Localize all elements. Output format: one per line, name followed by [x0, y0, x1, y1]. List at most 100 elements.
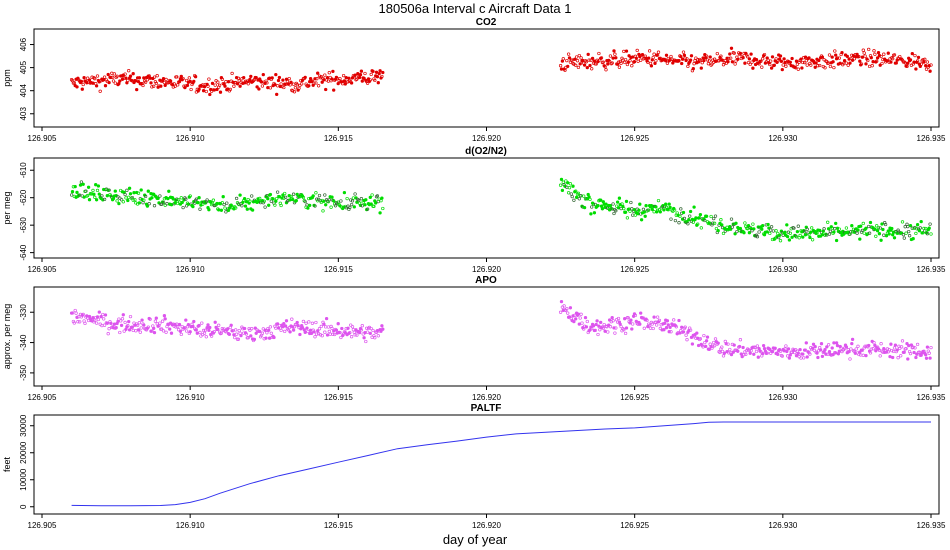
co2-data-point	[630, 64, 634, 68]
apo-data-point	[70, 311, 75, 315]
apo-data-point	[707, 347, 711, 352]
apo-data-point	[742, 353, 746, 357]
apo-data-point	[369, 326, 373, 331]
co2-data-point	[700, 61, 704, 65]
co2-data-point	[260, 84, 265, 88]
apo-data-point	[882, 346, 886, 351]
do2n2-data-point	[699, 226, 703, 230]
apo-data-point	[365, 330, 370, 334]
co2-data-point	[837, 56, 841, 60]
do2n2-data-point	[673, 218, 678, 223]
apo-data-point	[164, 330, 168, 334]
co2-data-point	[688, 58, 693, 62]
co2-y-tick-label: 405	[19, 60, 28, 74]
x-axis-title: day of year	[443, 532, 508, 547]
do2n2-data-point	[105, 194, 109, 198]
do2n2-data-point	[881, 227, 885, 232]
co2-data-point	[871, 60, 875, 64]
do2n2-data-point	[588, 197, 592, 202]
apo-data-point	[566, 311, 570, 315]
co2-data-point	[743, 61, 747, 65]
co2-data-point	[665, 61, 670, 65]
apo-data-point	[574, 317, 578, 321]
do2n2-data-point	[855, 231, 859, 235]
do2n2-data-point	[306, 206, 310, 210]
co2-x-tick-label: 126.930	[768, 134, 797, 143]
do2n2-data-point	[738, 226, 743, 231]
do2n2-data-point	[167, 189, 171, 193]
do2n2-data-point	[907, 234, 912, 238]
co2-data-point	[575, 59, 580, 63]
co2-data-point	[154, 81, 158, 86]
apo-data-point	[368, 331, 372, 336]
apo-data-point	[893, 343, 898, 347]
do2n2-data-point	[687, 218, 691, 222]
paltf-y-tick-label: 20000	[19, 441, 28, 464]
apo-data-point	[357, 330, 362, 335]
do2n2-data-point	[765, 230, 769, 234]
apo-data-point	[727, 351, 731, 355]
co2-data-point	[796, 67, 800, 71]
do2n2-data-point	[716, 228, 720, 233]
co2-data-point	[171, 85, 175, 89]
co2-data-point	[136, 79, 141, 84]
co2-data-point	[320, 80, 324, 84]
co2-data-point	[118, 79, 122, 83]
do2n2-data-point	[861, 221, 865, 226]
do2n2-data-point	[102, 197, 107, 202]
apo-data-point	[83, 321, 87, 326]
co2-data-point	[862, 51, 866, 55]
co2-data-point	[574, 63, 578, 67]
apo-data-point	[915, 342, 920, 347]
co2-data-point	[213, 83, 217, 87]
co2-data-point	[859, 62, 864, 66]
co2-data-point	[149, 81, 153, 85]
do2n2-x-tick-label: 126.920	[472, 265, 501, 274]
do2n2-data-point	[275, 190, 280, 194]
do2n2-data-point	[805, 227, 809, 231]
apo-data-point	[928, 356, 932, 360]
do2n2-data-point	[767, 226, 771, 230]
co2-data-point	[813, 65, 817, 69]
apo-data-point	[312, 330, 316, 334]
apo-data-point	[282, 321, 286, 326]
do2n2-data-point	[245, 207, 249, 211]
apo-data-point	[310, 321, 315, 325]
apo-data-point	[662, 328, 666, 332]
apo-data-point	[858, 350, 862, 354]
apo-data-point	[597, 324, 601, 328]
apo-data-point	[835, 343, 840, 348]
apo-data-point	[87, 314, 92, 319]
paltf-x-tick-label: 126.910	[176, 521, 205, 530]
do2n2-data-point	[730, 225, 735, 229]
do2n2-data-point	[370, 193, 374, 197]
do2n2-data-point	[364, 198, 368, 202]
co2-data-point	[113, 81, 117, 85]
apo-data-point	[793, 350, 797, 355]
do2n2-data-point	[873, 227, 877, 231]
co2-data-point	[212, 88, 216, 92]
apo-data-point	[96, 317, 101, 322]
co2-data-point	[563, 68, 567, 72]
do2n2-data-point	[582, 205, 587, 210]
apo-data-point	[73, 308, 77, 313]
do2n2-data-point	[778, 239, 783, 243]
apo-data-point	[747, 348, 752, 353]
do2n2-data-point	[690, 217, 695, 222]
apo-data-point	[562, 304, 566, 308]
do2n2-data-point	[205, 198, 209, 202]
co2-data-point	[273, 83, 277, 87]
apo-data-point	[900, 339, 905, 343]
apo-data-point	[889, 342, 893, 346]
co2-data-point	[617, 65, 622, 69]
apo-data-point	[860, 348, 865, 352]
apo-data-point	[134, 329, 138, 333]
co2-data-point	[814, 61, 818, 65]
apo-data-point	[755, 344, 760, 348]
apo-data-point	[929, 345, 933, 350]
apo-data-point	[288, 330, 292, 334]
co2-data-point	[842, 58, 847, 63]
apo-data-point	[629, 318, 633, 322]
apo-data-point	[831, 352, 835, 357]
